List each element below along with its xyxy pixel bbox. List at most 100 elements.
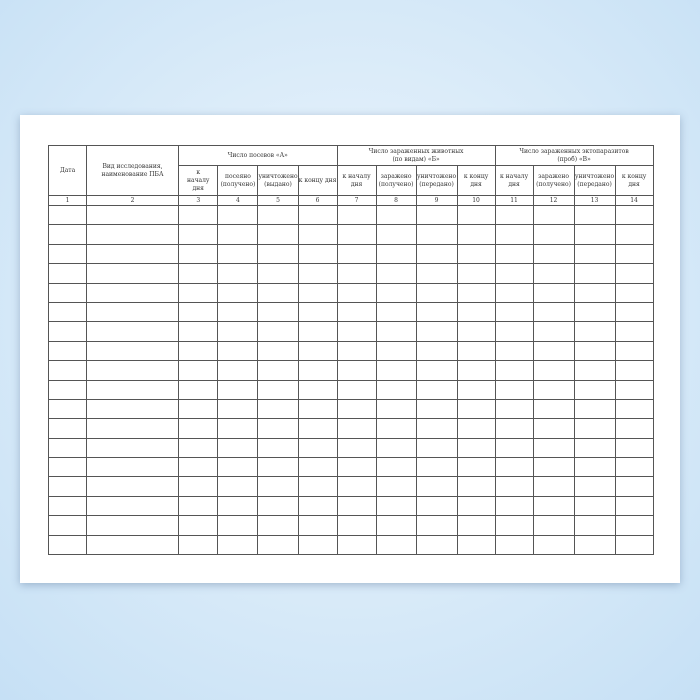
table-cell[interactable]	[336, 243, 377, 265]
table-cell[interactable]	[415, 321, 458, 342]
table-cell[interactable]	[86, 418, 179, 439]
table-cell[interactable]	[415, 534, 458, 556]
table-cell[interactable]	[48, 301, 87, 323]
table-cell[interactable]	[494, 379, 534, 400]
table-cell[interactable]	[177, 495, 219, 517]
table-cell[interactable]	[297, 437, 338, 459]
table-cell[interactable]	[456, 476, 496, 497]
table-cell[interactable]	[177, 476, 219, 497]
table-cell[interactable]	[217, 437, 259, 459]
table-cell[interactable]	[614, 379, 654, 400]
table-cell[interactable]	[532, 534, 575, 556]
table-cell[interactable]	[375, 515, 417, 536]
table-cell[interactable]	[614, 398, 654, 420]
table-cell[interactable]	[177, 418, 219, 439]
table-cell[interactable]	[217, 495, 259, 517]
table-cell[interactable]	[614, 515, 654, 536]
table-cell[interactable]	[297, 476, 338, 497]
table-cell[interactable]	[257, 534, 299, 556]
table-cell[interactable]	[336, 495, 377, 517]
table-cell[interactable]	[217, 282, 259, 303]
table-cell[interactable]	[614, 418, 654, 439]
table-cell[interactable]	[297, 379, 338, 400]
table-cell[interactable]	[614, 204, 654, 226]
table-cell[interactable]	[456, 495, 496, 517]
table-cell[interactable]	[177, 243, 219, 265]
table-cell[interactable]	[336, 534, 377, 556]
table-cell[interactable]	[532, 437, 575, 459]
table-cell[interactable]	[336, 437, 377, 459]
table-cell[interactable]	[415, 243, 458, 265]
table-cell[interactable]	[456, 263, 496, 284]
table-cell[interactable]	[48, 457, 87, 478]
table-cell[interactable]	[532, 204, 575, 226]
table-cell[interactable]	[297, 457, 338, 478]
table-cell[interactable]	[257, 243, 299, 265]
table-cell[interactable]	[48, 282, 87, 303]
table-cell[interactable]	[48, 476, 87, 497]
table-cell[interactable]	[177, 457, 219, 478]
table-cell[interactable]	[614, 534, 654, 556]
table-cell[interactable]	[217, 515, 259, 536]
table-cell[interactable]	[177, 204, 219, 226]
table-cell[interactable]	[614, 495, 654, 517]
table-cell[interactable]	[494, 360, 534, 381]
table-cell[interactable]	[614, 224, 654, 245]
table-cell[interactable]	[456, 418, 496, 439]
table-cell[interactable]	[217, 457, 259, 478]
table-cell[interactable]	[494, 398, 534, 420]
table-cell[interactable]	[297, 360, 338, 381]
table-cell[interactable]	[573, 437, 616, 459]
table-cell[interactable]	[415, 476, 458, 497]
table-cell[interactable]	[494, 457, 534, 478]
table-cell[interactable]	[257, 437, 299, 459]
table-cell[interactable]	[177, 224, 219, 245]
table-cell[interactable]	[86, 534, 179, 556]
table-cell[interactable]	[456, 360, 496, 381]
table-cell[interactable]	[614, 321, 654, 342]
table-cell[interactable]	[415, 301, 458, 323]
table-cell[interactable]	[614, 340, 654, 362]
table-cell[interactable]	[297, 204, 338, 226]
table-cell[interactable]	[573, 243, 616, 265]
table-cell[interactable]	[614, 476, 654, 497]
table-cell[interactable]	[415, 263, 458, 284]
table-cell[interactable]	[48, 360, 87, 381]
table-cell[interactable]	[415, 360, 458, 381]
table-cell[interactable]	[614, 301, 654, 323]
table-cell[interactable]	[494, 301, 534, 323]
table-cell[interactable]	[573, 204, 616, 226]
table-cell[interactable]	[297, 340, 338, 362]
table-cell[interactable]	[532, 457, 575, 478]
table-cell[interactable]	[257, 204, 299, 226]
table-cell[interactable]	[532, 321, 575, 342]
table-cell[interactable]	[86, 263, 179, 284]
table-cell[interactable]	[217, 263, 259, 284]
table-cell[interactable]	[375, 534, 417, 556]
table-cell[interactable]	[456, 379, 496, 400]
table-cell[interactable]	[297, 282, 338, 303]
table-cell[interactable]	[217, 398, 259, 420]
table-cell[interactable]	[217, 243, 259, 265]
table-cell[interactable]	[177, 263, 219, 284]
table-cell[interactable]	[532, 263, 575, 284]
table-cell[interactable]	[532, 515, 575, 536]
table-cell[interactable]	[336, 204, 377, 226]
table-cell[interactable]	[86, 476, 179, 497]
table-cell[interactable]	[415, 204, 458, 226]
table-cell[interactable]	[336, 301, 377, 323]
table-cell[interactable]	[532, 301, 575, 323]
table-cell[interactable]	[532, 243, 575, 265]
table-cell[interactable]	[532, 340, 575, 362]
table-cell[interactable]	[336, 457, 377, 478]
table-cell[interactable]	[86, 204, 179, 226]
table-cell[interactable]	[257, 301, 299, 323]
table-cell[interactable]	[456, 204, 496, 226]
table-cell[interactable]	[177, 321, 219, 342]
table-cell[interactable]	[177, 340, 219, 362]
table-cell[interactable]	[375, 340, 417, 362]
table-cell[interactable]	[257, 379, 299, 400]
table-cell[interactable]	[456, 243, 496, 265]
table-cell[interactable]	[297, 301, 338, 323]
table-cell[interactable]	[494, 476, 534, 497]
